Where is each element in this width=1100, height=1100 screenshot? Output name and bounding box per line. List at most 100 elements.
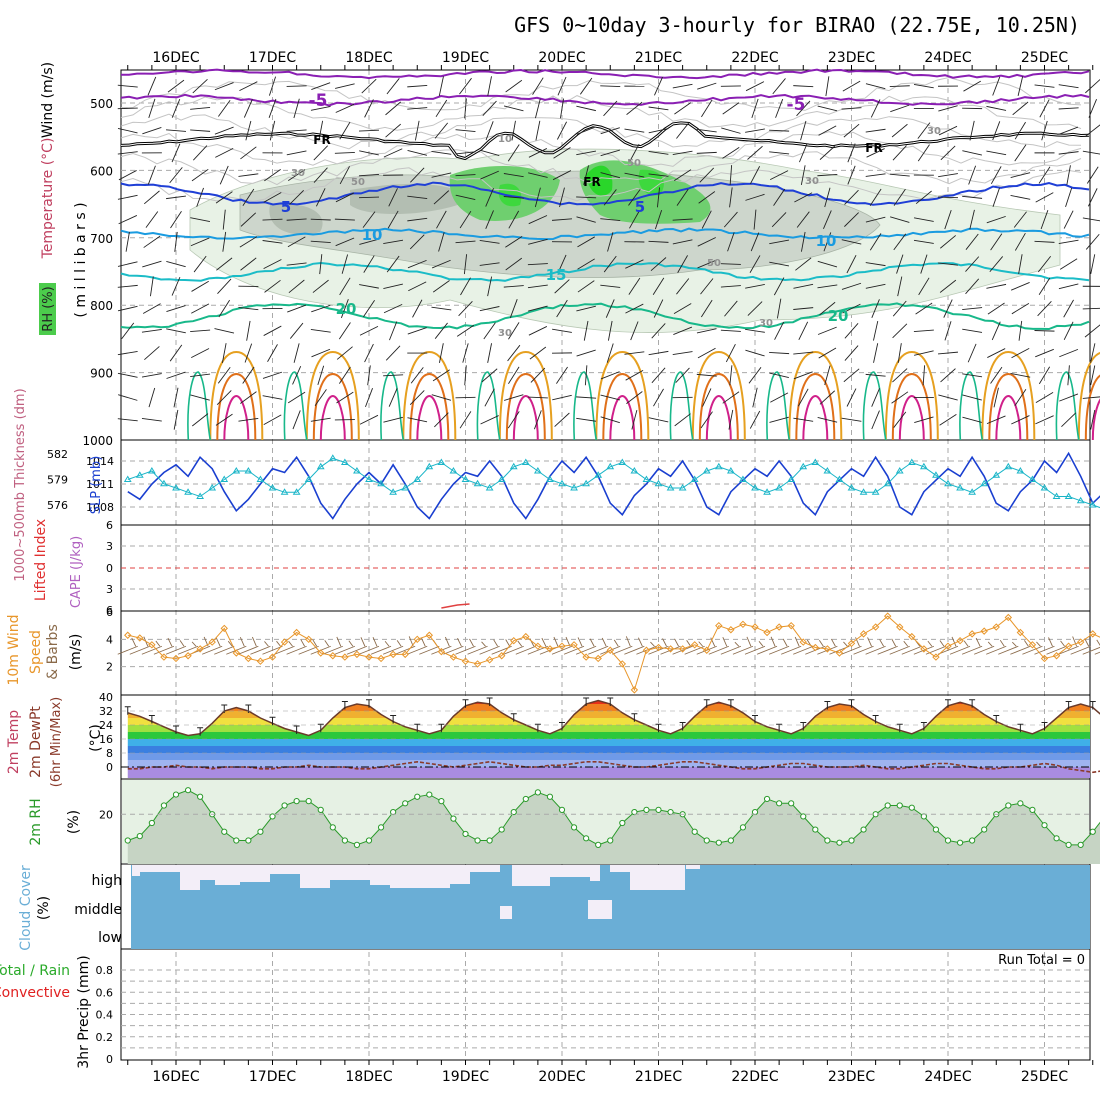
thickness-point [135,471,144,478]
wind-barb [166,328,186,334]
wind-barb [600,416,620,424]
wind-barb [750,232,760,252]
wind-barb [149,276,154,297]
wind-barb [769,416,789,423]
wind-barb [576,349,596,357]
wind-barb [245,120,252,141]
wind-barb [1085,233,1100,250]
rh-point [281,802,288,809]
wind10-barb-flag [239,636,245,647]
wind10-speed-point [353,650,361,659]
wind10-speed-point [654,643,663,652]
wind-barb [286,218,307,221]
wind-barb [433,190,450,205]
bottom-date-label: 25DEC [1021,1069,1068,1085]
rh-point [450,815,457,822]
wind-barb [364,343,374,363]
wind-barb [386,255,400,273]
wind10-barb [1058,645,1079,655]
wind-barb [412,299,423,318]
rh-point [257,828,264,835]
wind-barb [725,343,736,363]
wind-barb [841,239,862,245]
upper-air-contour-label: FR [583,175,600,189]
wind10-barb [612,645,633,655]
wind-tick-label: 6 [106,606,113,619]
wind-barb [745,193,765,201]
wind-barb [193,255,207,273]
wind-barb [624,128,645,133]
wind-barb [913,329,934,332]
wind-barb [479,239,500,244]
top-date-label: 21DEC [635,50,682,66]
wind-barb [774,321,785,340]
pressure-tick-label: 600 [90,164,113,178]
wind-barb [527,396,548,399]
wind-barb [600,172,621,179]
wind10-barb [407,645,428,655]
wind-barb [460,277,471,296]
warm-isotherm-loop [898,394,925,441]
upper-air-contour-label: 50 [627,158,641,169]
wind-barb [455,240,476,244]
wind10-barb-flag [312,639,318,647]
wind-barb [191,303,210,314]
rh-point [776,800,783,807]
wind10-barb-flag [601,637,607,647]
wind-barb [576,216,596,223]
wind10-speed-point [329,652,337,660]
wind-barb [383,303,403,314]
wind-barb [529,346,547,360]
wind-barb [576,126,596,135]
wind10-barb [141,645,163,655]
wind-barb [218,299,231,318]
wind-barb [339,277,351,296]
thickness-point [895,467,904,474]
wind-barb [842,303,861,314]
wind-barb [407,217,428,222]
thickness-point [413,475,422,482]
wind10-barb-flag [722,637,728,647]
wind10-barb [274,645,295,655]
wind-barb [530,367,546,383]
wind-barb [722,391,740,404]
wind-barb [722,147,740,159]
wind-barb [171,276,181,296]
wind-barb [431,394,452,401]
rh-point [884,802,891,809]
wind10-speed-point [522,632,530,641]
chart-title: GFS 0~10day 3-hourly for BIRAO (22.75E, … [514,13,1080,37]
pressure-tick-label: 800 [90,299,113,313]
wind-barb [527,263,548,266]
wind-barb [1058,283,1079,290]
wind10-barb-flag [927,640,933,647]
wind-barb [552,328,572,333]
upper-air-contour-label: 15 [546,266,567,284]
wind10-speed-point [485,656,494,664]
temp-band [127,739,1090,746]
wind-barb [817,326,837,335]
thickness-point [172,484,180,491]
wind-barb [962,307,983,311]
wind-barb [654,76,663,96]
wind-barb [871,299,880,318]
wind-barb [1082,217,1100,222]
wind10-speed-point [1004,613,1013,622]
wind10-barb-flag [794,636,800,647]
thickness-series-line [127,457,1100,509]
wind-barb [361,78,377,94]
wind-barb [962,394,982,401]
wind-barb [336,391,354,404]
run-total-label: Run Total = 0 [998,953,1085,968]
wind-barb [508,210,520,229]
wind-barb [263,325,282,336]
wind-barb [696,328,717,334]
wind-barb [485,121,494,141]
wind10-barb [708,645,729,655]
wind-barb [843,368,860,383]
wind-barb [1059,126,1079,135]
wind-barb [269,120,276,141]
rh-point [655,806,662,813]
wind-barb [1065,187,1073,208]
wind10-barb-flag [855,637,860,647]
